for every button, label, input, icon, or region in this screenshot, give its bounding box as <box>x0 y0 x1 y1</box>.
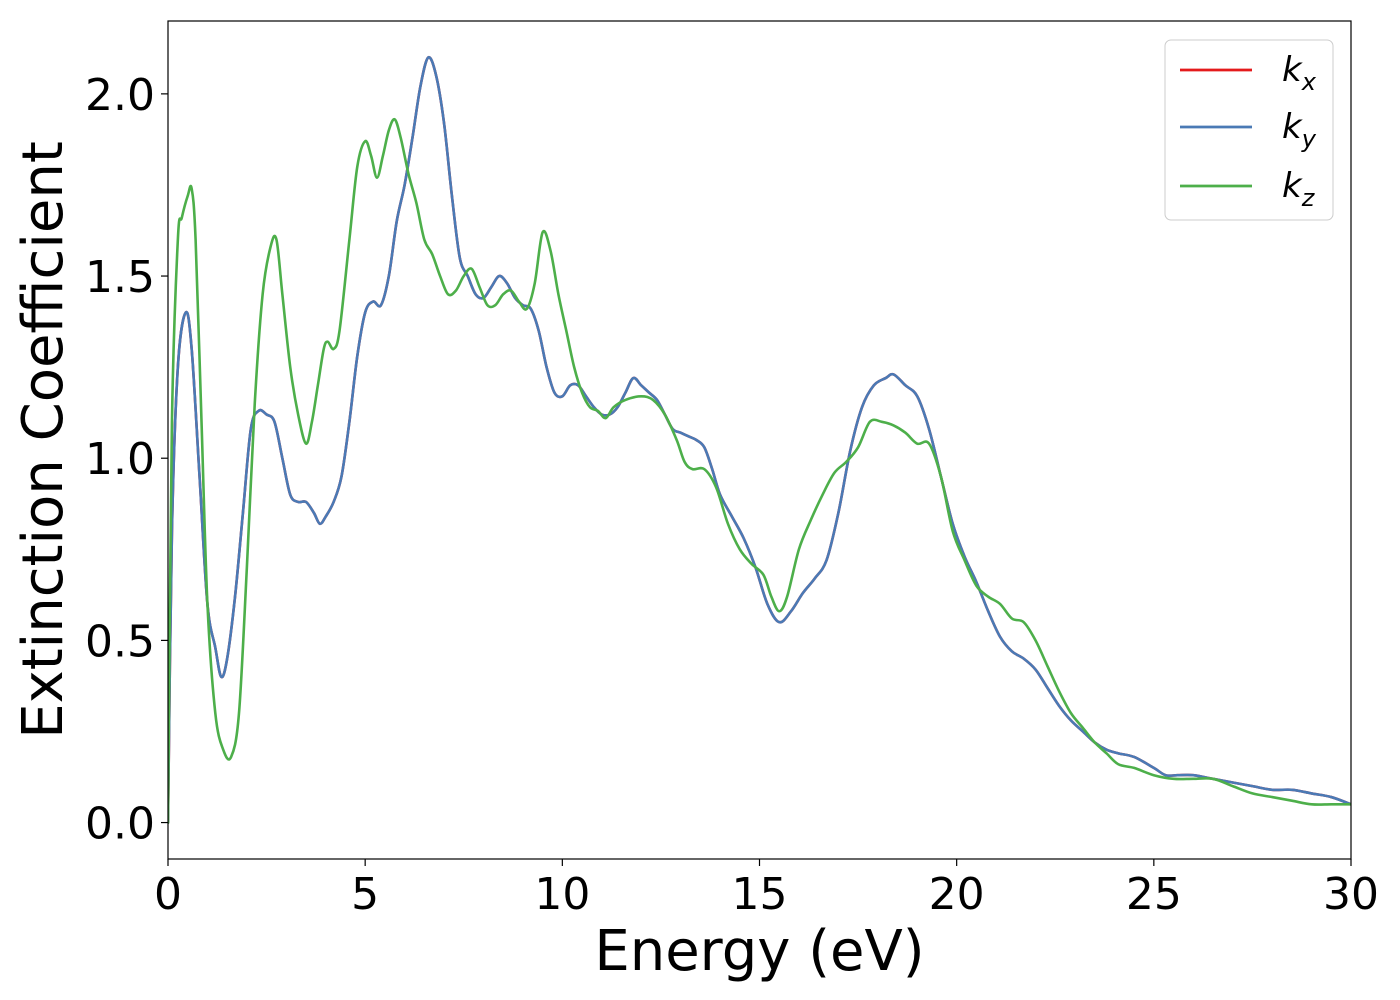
y-tick-label: 0.0 <box>85 799 155 850</box>
legend-label-ky: ky <box>1282 107 1317 153</box>
x-tick-label: 30 <box>1323 869 1379 920</box>
x-tick-label: 15 <box>732 869 788 920</box>
legend-label-kz: kz <box>1282 166 1316 212</box>
x-tick-label: 10 <box>534 869 590 920</box>
legend-label-base: k <box>1282 166 1303 206</box>
legend-frame <box>1164 39 1334 221</box>
y-axis-ticks: 0.0 0.5 1.0 1.5 2.0 <box>85 70 168 850</box>
legend-label-kx: kx <box>1282 50 1317 96</box>
series-line-kz <box>168 117 1351 824</box>
y-tick-label: 2.0 <box>85 70 155 121</box>
y-tick-label: 1.5 <box>85 252 155 303</box>
legend-label-subscript: z <box>1301 184 1316 212</box>
y-tick-label: 1.0 <box>85 434 155 485</box>
x-tick-label: 5 <box>351 869 379 920</box>
y-tick-label: 0.5 <box>85 616 155 667</box>
x-tick-label: 0 <box>154 869 182 920</box>
legend-label-subscript: x <box>1301 68 1317 96</box>
y-axis-title: Extinction Coefficient <box>11 141 76 739</box>
x-axis-ticks: 0 5 10 15 20 25 30 <box>154 859 1379 920</box>
series-layer <box>168 55 1351 824</box>
legend-label-subscript: y <box>1301 125 1317 153</box>
legend-label-base: k <box>1282 107 1303 147</box>
x-tick-label: 20 <box>929 869 985 920</box>
x-tick-label: 25 <box>1126 869 1182 920</box>
x-axis-title: Energy (eV) <box>594 919 924 984</box>
legend-label-base: k <box>1282 50 1303 90</box>
